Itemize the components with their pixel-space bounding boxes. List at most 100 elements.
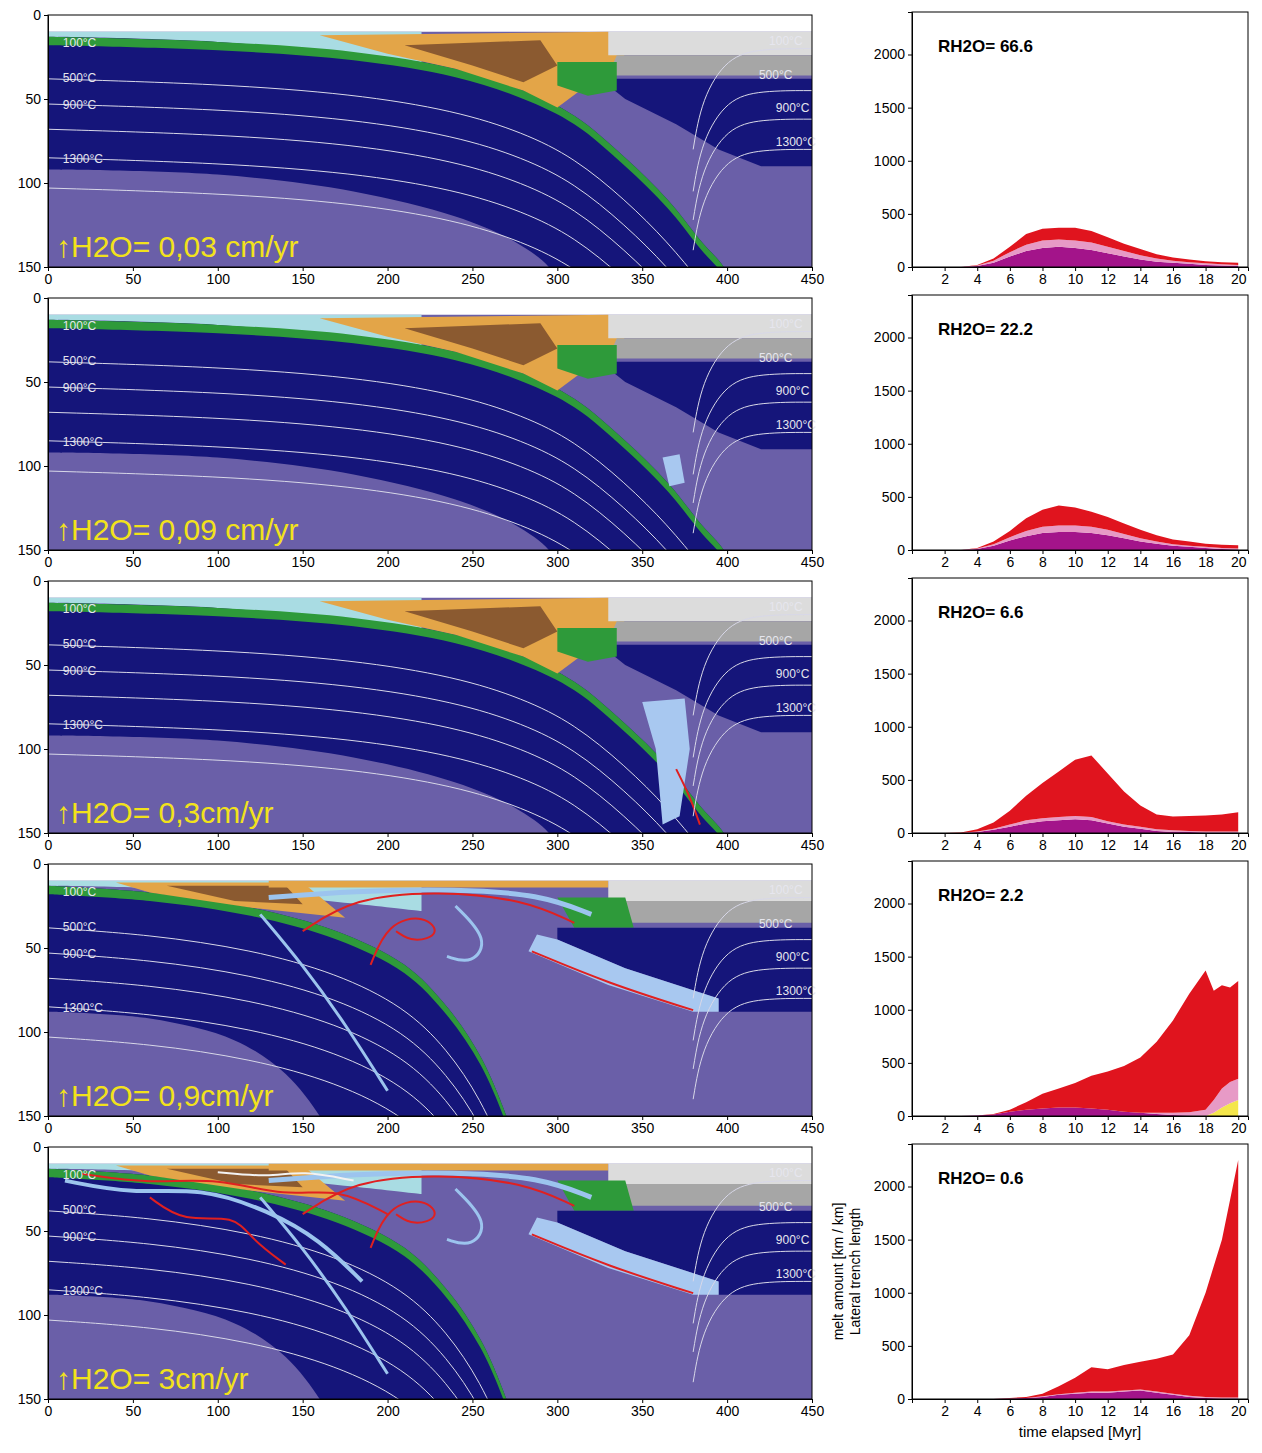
isotherm-label: 500°C: [63, 920, 97, 934]
chart-title: RH2O= 6.6: [938, 603, 1024, 622]
tick-label: 150: [291, 271, 315, 287]
melt-zone: [528, 935, 718, 1012]
tick-mark: [44, 1147, 48, 1148]
tick-label: 500: [882, 1338, 906, 1354]
tick-label: 400: [716, 837, 740, 853]
tick: 200: [376, 550, 400, 570]
tick: 50: [126, 267, 142, 287]
isotherm: [48, 158, 731, 267]
tick-label: 10: [1068, 271, 1084, 287]
air: [48, 581, 812, 598]
frame: [48, 581, 812, 833]
tick: 14: [1133, 550, 1149, 570]
tick: 150: [18, 259, 48, 275]
tick: 0: [33, 290, 48, 306]
isotherm-label: 1300°C: [776, 1267, 816, 1281]
isotherm-label: 900°C: [63, 1230, 97, 1244]
tick-mark: [908, 1346, 912, 1347]
tick-label: 250: [461, 1403, 485, 1419]
tick-label: 450: [801, 837, 825, 853]
tick-label: 500: [882, 489, 906, 505]
isotherm: [48, 441, 731, 550]
tick: 18: [1198, 267, 1214, 287]
isotherm: [48, 1290, 511, 1399]
isotherm-label: 500°C: [759, 917, 793, 931]
tick-label: 16: [1166, 1120, 1182, 1136]
isotherm-label: 900°C: [776, 1233, 810, 1247]
annotation: ↑H2O= 0,9cm/yr: [56, 1079, 274, 1112]
tick-label: 100: [207, 837, 231, 853]
tick-label: 300: [546, 554, 570, 570]
tick: 150: [291, 550, 315, 570]
tick: 150: [291, 267, 315, 287]
sediment-wedge: [320, 598, 626, 674]
chart-title: RH2O= 22.2: [938, 320, 1033, 339]
frame: [48, 1147, 812, 1399]
tick: 450: [801, 267, 825, 287]
tick: 10: [1068, 550, 1084, 570]
annotation: ↑H2O= 0,3cm/yr: [56, 796, 274, 829]
tick-label: 4: [974, 1120, 982, 1136]
tick-mark: [908, 833, 912, 834]
tick-label: 0: [45, 1403, 53, 1419]
tick-mark: [44, 665, 48, 666]
isotherm-label: 1300°C: [776, 701, 816, 715]
isotherm-label: 900°C: [776, 950, 810, 964]
tick-label: 500: [882, 1055, 906, 1071]
tick-label: 100: [207, 1120, 231, 1136]
tick: 0: [45, 1116, 53, 1136]
air: [48, 864, 812, 881]
melt-area: [912, 505, 1238, 550]
tick: 400: [716, 833, 740, 853]
sediment-wedge: [320, 32, 626, 108]
tick: 4: [974, 267, 982, 287]
tick-label: 0: [897, 259, 905, 275]
tick-label: 14: [1133, 1120, 1149, 1136]
tick-label: 16: [1166, 554, 1182, 570]
plot-area: [912, 228, 1238, 267]
isotherm: [693, 149, 812, 250]
tick-label: 150: [291, 837, 315, 853]
tick: 14: [1133, 1116, 1149, 1136]
sediment-wedge: [405, 40, 558, 82]
tick: 300: [546, 267, 570, 287]
y-axis: 050100150: [18, 7, 49, 275]
tick: 20: [1231, 550, 1247, 570]
melt-line: [371, 919, 435, 965]
tick-label: 20: [1231, 837, 1247, 853]
tick: 250: [461, 550, 485, 570]
tick: 300: [546, 833, 570, 853]
tick-label: 400: [716, 554, 740, 570]
isotherm-label: 100°C: [63, 602, 97, 616]
tick-label: 50: [126, 837, 142, 853]
axis-line: [908, 1145, 913, 1400]
isotherm: [48, 670, 731, 833]
isotherm-label: 100°C: [769, 600, 803, 614]
sediment-layer: [269, 1164, 609, 1171]
tick-mark: [44, 864, 48, 865]
isotherm: [48, 928, 511, 1116]
tick-label: 10: [1068, 554, 1084, 570]
crust-patch: [557, 62, 616, 96]
tick-label: 14: [1133, 837, 1149, 853]
tick-label: 2000: [874, 895, 905, 911]
x-axis: 050100150200250300350400450: [45, 1399, 825, 1419]
tick-label: 10: [1068, 837, 1084, 853]
tick-label: 150: [18, 1108, 42, 1124]
tick-mark: [908, 444, 912, 445]
tick: 1500: [874, 666, 912, 682]
air: [48, 298, 812, 315]
melt-area: [912, 970, 1238, 1116]
cross-section: [48, 15, 812, 267]
x-axis: 2468101214161820: [913, 550, 1249, 570]
y-axis: 0500100015002000: [874, 579, 913, 841]
tick: 8: [1039, 1399, 1047, 1419]
tick-mark: [44, 833, 48, 834]
tick-label: 150: [18, 259, 42, 275]
tick-label: 250: [461, 837, 485, 853]
isotherm-label: 100°C: [769, 317, 803, 331]
air: [48, 15, 812, 32]
tick: 1000: [874, 1285, 912, 1301]
tick: 18: [1198, 1399, 1214, 1419]
tick-label: 200: [376, 271, 400, 287]
